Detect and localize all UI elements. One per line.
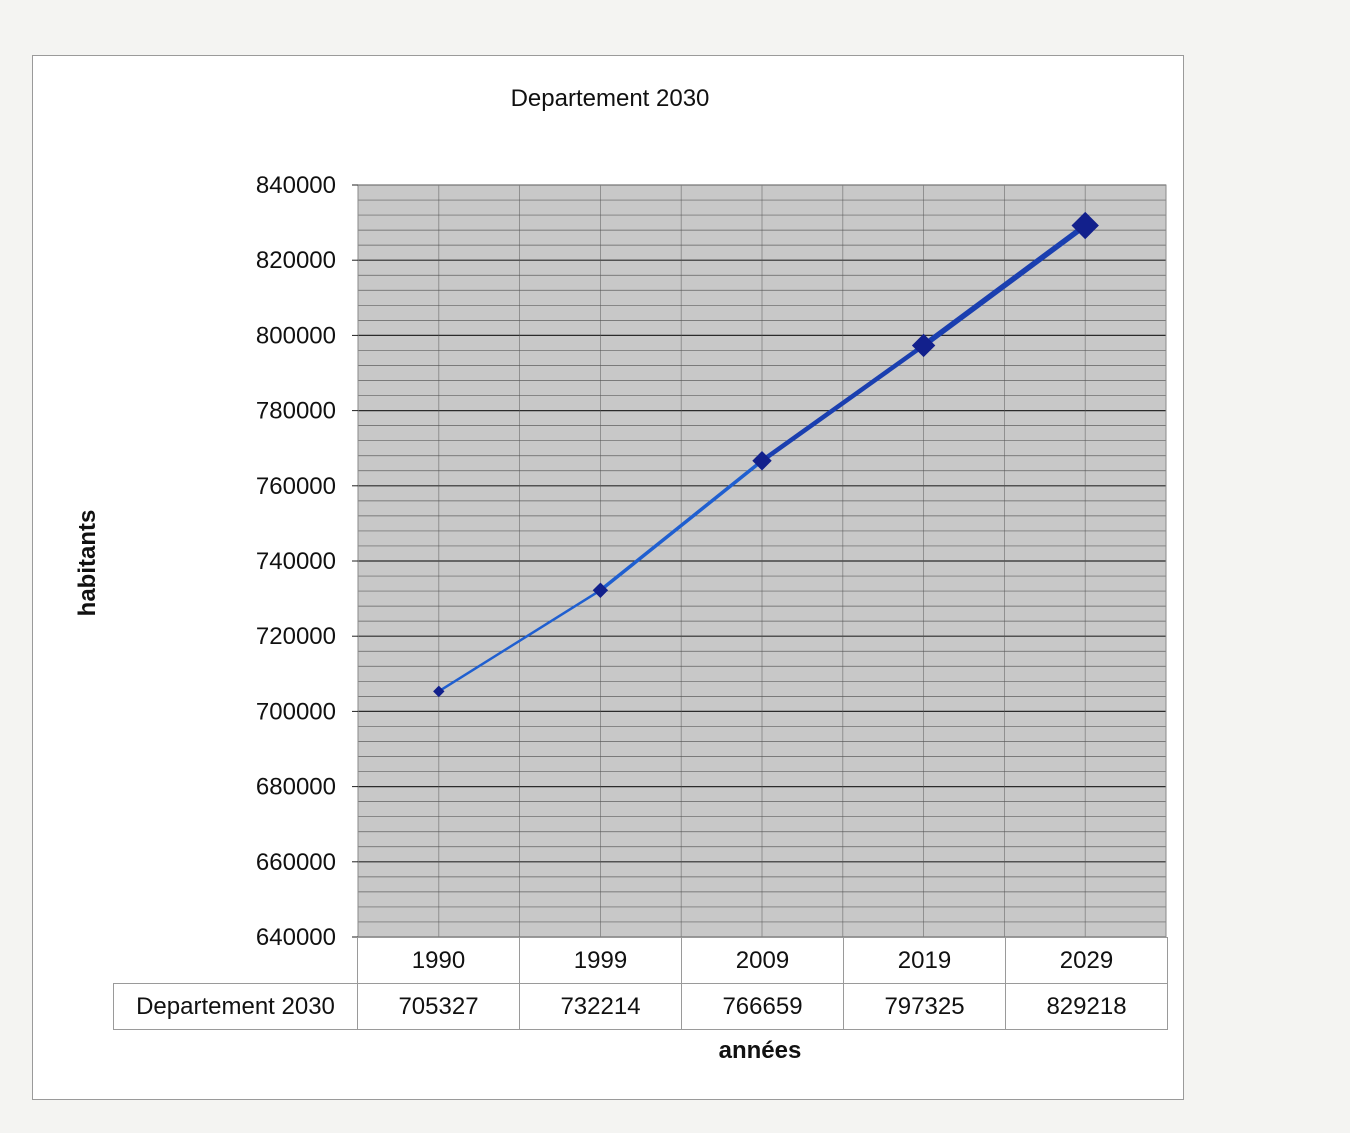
y-tick-label: 680000: [256, 774, 336, 801]
series-label: Departement 2030: [113, 983, 358, 1030]
x-axis-label: années: [718, 1037, 802, 1064]
series-line-segment: [437, 589, 602, 693]
category-label: 2019: [843, 937, 1006, 984]
series-line-segment: [759, 343, 926, 464]
series-line-segment: [920, 222, 1088, 349]
data-value: 829218: [1005, 983, 1168, 1030]
data-point-marker: [433, 685, 445, 698]
y-tick-label: 760000: [256, 473, 336, 500]
category-label: 2029: [1005, 937, 1168, 984]
y-tick-label: 740000: [256, 548, 336, 575]
data-table-series-row: Departement 2030 705327 732214 766659 79…: [113, 983, 1168, 1030]
data-point-marker: [1071, 211, 1099, 240]
y-tick-label: 660000: [256, 849, 336, 876]
data-value: 766659: [681, 983, 844, 1030]
y-tick-label: 640000: [256, 924, 336, 951]
data-value: 797325: [843, 983, 1006, 1030]
y-tick-label: 820000: [256, 247, 336, 274]
y-tick-label: 700000: [256, 698, 336, 725]
y-tick-label: 840000: [256, 172, 336, 199]
data-value: 732214: [519, 983, 682, 1030]
y-tick-label: 780000: [256, 398, 336, 425]
category-label: 1990: [357, 937, 520, 984]
category-label: 1999: [519, 937, 682, 984]
y-tick-label: 720000: [256, 623, 336, 650]
data-table-corner: [114, 938, 358, 984]
chart-title: Departement 2030: [510, 85, 710, 112]
y-tick-label: 800000: [256, 322, 336, 349]
data-point-marker: [592, 582, 609, 598]
data-point-marker: [911, 333, 936, 358]
category-label: 2009: [681, 937, 844, 984]
data-table-header-row: 1990 1999 2009 2019 2029: [114, 937, 1168, 984]
data-table: 1990 1999 2009 2019 2029 Departement 203…: [113, 937, 1168, 1030]
series-line-segment: [598, 459, 764, 593]
data-value: 705327: [357, 983, 520, 1030]
data-point-marker: [752, 451, 772, 471]
